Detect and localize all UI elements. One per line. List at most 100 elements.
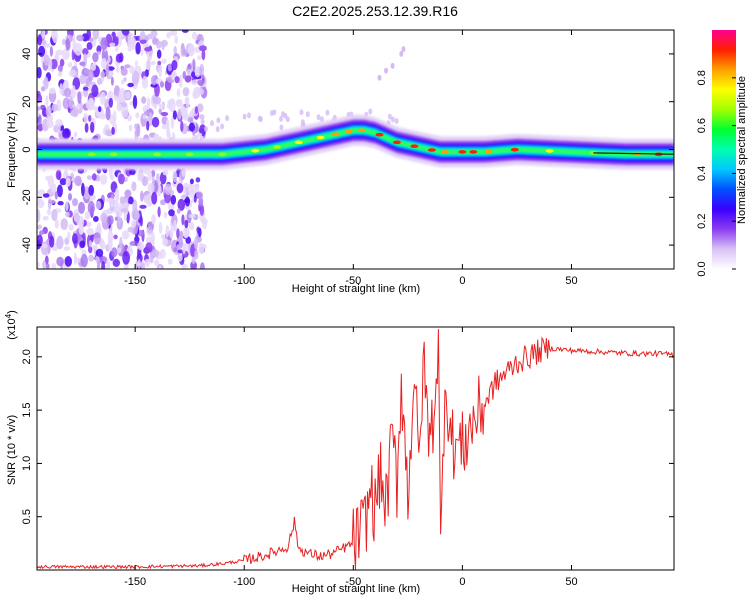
snr-x-ticks: -150 -100 -50 0 50 — [124, 327, 578, 588]
noise-speckle — [132, 95, 138, 109]
noise-speckle — [110, 201, 116, 208]
ridge-hotspot — [218, 152, 227, 157]
noise-speckle — [107, 230, 114, 244]
noise-speckle — [37, 224, 42, 230]
noise-speckle — [160, 199, 166, 206]
noise-speckle — [131, 181, 137, 192]
ridge-hotspot — [458, 150, 467, 154]
noise-speckle — [121, 104, 129, 118]
noise-speckle — [140, 190, 144, 202]
noise-speckle — [168, 209, 175, 217]
noise-speckle — [81, 182, 85, 197]
noise-speckle — [107, 215, 114, 226]
noise-speckle — [42, 260, 47, 269]
noise-speckle — [96, 260, 101, 269]
noise-speckle — [151, 214, 156, 225]
noise-speckle — [127, 196, 134, 205]
ridge-hotspot — [545, 149, 554, 153]
noise-speckle — [91, 173, 97, 181]
snr-multiplier: (x104) — [4, 310, 18, 340]
spectrogram-y-ticks: -40 -20 0 20 40 — [21, 48, 674, 253]
noise-speckle — [196, 226, 200, 234]
noise-speckle — [46, 119, 54, 128]
noise-speckle — [377, 74, 382, 81]
noise-speckle — [158, 221, 163, 234]
noise-speckle — [87, 201, 95, 215]
noise-speckle — [177, 198, 186, 211]
noise-speckle — [79, 61, 86, 66]
noise-speckle — [100, 174, 108, 185]
noise-speckle — [257, 115, 262, 122]
noise-speckle — [113, 36, 119, 43]
noise-speckle — [137, 241, 145, 251]
colorbar-tick-label: 0.0 — [696, 261, 708, 276]
noise-speckle — [325, 109, 330, 116]
noise-speckle — [180, 48, 187, 57]
noise-speckle — [120, 67, 128, 76]
noise-speckle — [387, 113, 392, 120]
noise-speckle — [40, 243, 48, 249]
noise-speckle — [166, 103, 173, 110]
noise-speckle — [51, 103, 58, 112]
noise-speckle — [197, 103, 204, 113]
noise-speckle — [172, 171, 178, 183]
noise-speckle — [188, 122, 195, 132]
snr-y-ticks: 0.5 1.0 1.5 2.0 — [21, 349, 674, 524]
noise-speckle — [114, 216, 118, 221]
noise-speckle — [54, 219, 59, 229]
noise-speckle — [37, 208, 41, 223]
y-tick-label: -40 — [21, 237, 33, 253]
noise-speckle — [172, 110, 177, 120]
ridge-hotspot — [510, 147, 519, 152]
noise-speckle — [120, 102, 128, 108]
x-tick-label: -100 — [233, 576, 255, 588]
noise-speckle — [86, 227, 94, 236]
colorbar-tick-label: 0.8 — [696, 70, 708, 85]
noise-speckle — [105, 129, 112, 137]
noise-speckle — [119, 236, 123, 251]
noise-speckle — [45, 95, 49, 107]
noise-speckle — [161, 58, 167, 64]
noise-speckle — [198, 45, 207, 52]
noise-speckle — [173, 45, 177, 56]
noise-speckle — [158, 108, 162, 114]
noise-speckle — [100, 71, 106, 78]
noise-speckle — [155, 40, 163, 49]
noise-speckle — [124, 64, 131, 69]
noise-speckle — [73, 131, 78, 138]
noise-speckle — [84, 211, 90, 220]
x-tick-label: 0 — [459, 576, 465, 588]
noise-speckle — [127, 114, 132, 122]
noise-speckle — [299, 109, 304, 116]
y-tick-label: -20 — [21, 189, 33, 205]
noise-speckle — [111, 126, 115, 135]
noise-speckle — [161, 124, 169, 130]
noise-speckle — [166, 32, 171, 39]
ridge-hotspot — [345, 129, 353, 134]
noise-speckle — [121, 30, 130, 36]
x-tick-label: -150 — [124, 275, 146, 287]
noise-speckle — [176, 183, 184, 194]
noise-speckle — [279, 115, 283, 122]
noise-speckle — [88, 114, 92, 122]
noise-speckle — [129, 65, 135, 74]
noise-speckle — [45, 105, 52, 117]
noise-speckle — [49, 87, 56, 95]
noise-speckle — [146, 96, 151, 110]
x-tick-label: -100 — [233, 275, 255, 287]
noise-speckle — [61, 48, 70, 61]
noise-speckle — [242, 113, 247, 120]
noise-speckle — [124, 91, 131, 100]
ridge-core — [593, 152, 674, 155]
y-tick-label: 2.0 — [21, 349, 33, 364]
noise-speckle — [106, 197, 114, 203]
noise-speckle — [65, 200, 69, 212]
noise-speckle — [401, 46, 406, 53]
noise-speckle — [176, 228, 180, 239]
noise-speckle — [176, 88, 181, 98]
noise-speckle — [90, 121, 95, 134]
noise-speckle — [194, 249, 199, 260]
noise-speckle — [201, 49, 206, 61]
noise-speckle — [50, 183, 57, 193]
noise-speckle — [184, 97, 189, 104]
